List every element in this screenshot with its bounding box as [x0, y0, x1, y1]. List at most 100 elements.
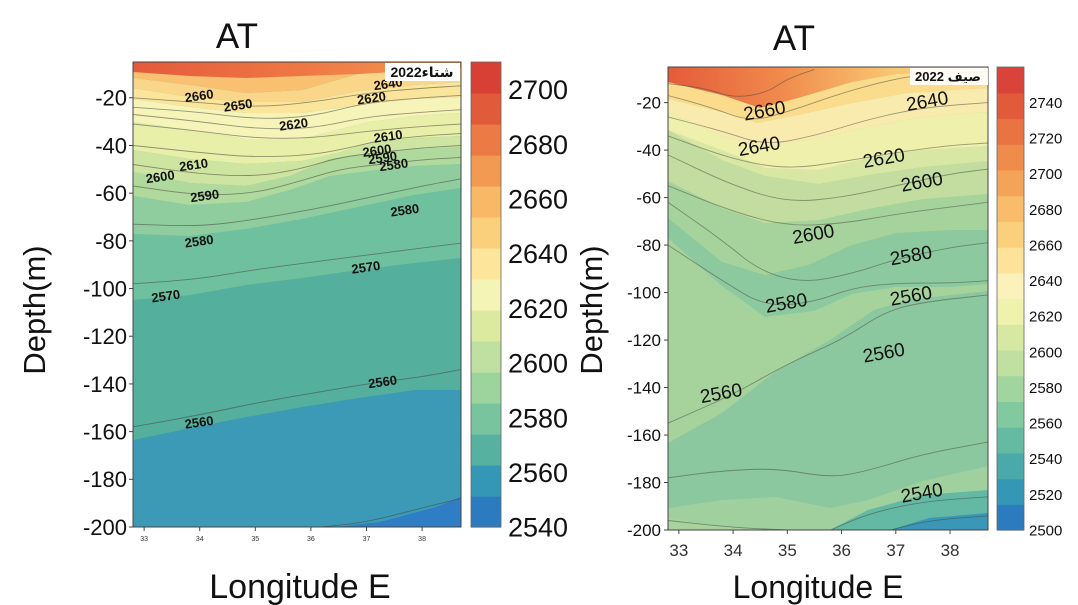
colorbar-segment — [471, 434, 501, 466]
colorbar-tick-label: 2620 — [1029, 309, 1062, 326]
contour-label: 2660 — [184, 86, 215, 105]
colorbar-segment — [471, 465, 501, 497]
contour-label: 2610 — [373, 127, 404, 146]
contour-label: 2610 — [178, 155, 209, 174]
contour-line-2640 — [132, 94, 462, 119]
y-tick-label: -200 — [627, 521, 661, 540]
x-tick-label: 35 — [778, 541, 797, 560]
colorbar-segment — [471, 403, 501, 435]
colorbar-segment — [471, 310, 501, 342]
colorbar-segment — [997, 221, 1024, 248]
colorbar-segment — [471, 496, 501, 528]
x-tick-label: 37 — [886, 541, 905, 560]
contour-line-2590 — [667, 185, 989, 226]
x-tick-label: 36 — [832, 541, 851, 560]
colorbar-segment — [997, 349, 1024, 377]
chart-right-y-ticks: -20 -40 -60 -80 -100 -120 -140 -160 -180 -200 — [627, 94, 668, 540]
chart-left-y-ticks: -20 -40 -60 -80 -100 -120 -140 -160 -180 -200 — [83, 86, 133, 540]
colorbar-segment — [471, 124, 501, 156]
contour-label: 2620 — [278, 115, 309, 134]
colorbar-tick-label: 2700 — [508, 75, 568, 105]
colorbar-tick-label: 2580 — [1029, 380, 1062, 397]
colorbar-tick-label: 2640 — [508, 239, 568, 269]
y-tick-label: -80 — [636, 236, 661, 255]
x-tick-label: 34 — [196, 536, 204, 543]
chart-left-band-2560 — [133, 258, 461, 440]
contour-line-2570 — [132, 242, 462, 285]
contour-label: 2580 — [378, 155, 409, 174]
colorbar-segment — [471, 186, 501, 218]
contour-line-2600 — [667, 154, 989, 201]
chart-left-contour-labels: 2660265026402620262026102600259025802610… — [145, 74, 420, 431]
chart-left-band-2630 — [133, 82, 461, 113]
colorbar-segment — [471, 248, 501, 280]
colorbar-segment — [997, 195, 1024, 222]
contour-line-2630 — [132, 109, 462, 130]
contour-label: 2560 — [367, 372, 398, 391]
colorbar-tick-label: 2540 — [508, 513, 568, 543]
colorbar-segment — [471, 62, 501, 94]
x-tick-label: 34 — [724, 541, 743, 560]
contour-line-2580 — [667, 201, 989, 281]
colorbar-segment — [997, 504, 1024, 531]
chart-right-contour-lines — [667, 68, 989, 531]
colorbar-tick-label: 2560 — [1029, 416, 1062, 433]
colorbar-segment — [997, 401, 1024, 428]
colorbar-tick-label: 2620 — [508, 294, 568, 324]
chart-right-colorbar-ticks: 2740 2720 2700 2680 2660 2640 2620 2600 2580 2560… — [1029, 95, 1062, 539]
contour-line-2580 — [132, 178, 462, 227]
contour-line-2660 — [667, 71, 989, 120]
contour-label: 2570 — [351, 258, 382, 277]
colorbar-tick-label: 2580 — [508, 403, 568, 433]
chart-left: AT 2660265026402620262026102600259025802… — [17, 17, 568, 605]
contour-label: 2590 — [367, 148, 398, 167]
chart-left-colorbar — [470, 61, 502, 528]
x-tick-label: 33 — [140, 536, 148, 543]
contour-line-2550 — [667, 441, 989, 479]
chart-left-band-2600 — [133, 136, 461, 186]
y-tick-label: -60 — [636, 189, 661, 208]
chart-right-band-2580-strip — [668, 518, 776, 530]
chart-left-band-2640 — [133, 65, 461, 102]
chart-right-x-ticks: 33 34 35 36 37 38 — [669, 530, 959, 560]
x-tick-label: 38 — [941, 541, 960, 560]
contour-label: 2560 — [184, 413, 215, 432]
y-tick-label: -100 — [627, 284, 661, 303]
chart-right-band-hot — [668, 67, 988, 108]
contour-label: 2580 — [184, 232, 215, 251]
colorbar-segment — [997, 118, 1024, 145]
y-tick-label: -200 — [83, 515, 127, 540]
y-tick-label: -180 — [83, 467, 127, 492]
chart-left-xlabel: Longitude E — [209, 568, 391, 605]
chart-left-band-2620 — [133, 97, 461, 139]
colorbar-segment — [997, 427, 1024, 454]
chart-right-title: AT — [773, 19, 815, 58]
chart-left-band-2580 — [133, 164, 461, 236]
chart-right-ylabel: Depth(m) — [574, 245, 609, 374]
chart-right-frame — [667, 66, 989, 531]
y-tick-label: -40 — [636, 141, 661, 160]
x-tick-label: 38 — [418, 536, 426, 543]
colorbar-tick-label: 2600 — [1029, 344, 1062, 361]
x-tick-label: 33 — [669, 541, 688, 560]
y-tick-label: -20 — [636, 94, 661, 113]
chart-left-band-2590 — [133, 147, 461, 205]
colorbar-tick-label: 2560 — [508, 458, 568, 488]
contour-label: 2590 — [189, 186, 220, 205]
y-tick-label: -160 — [83, 420, 127, 445]
contour-line-2640 — [667, 102, 989, 143]
contour-line-2570 — [667, 244, 989, 306]
contour-line-2610 — [132, 133, 462, 158]
colorbar-tick-label: 2520 — [1029, 487, 1062, 504]
colorbar-segment — [997, 144, 1024, 171]
x-tick-label: 36 — [307, 536, 315, 543]
colorbar-tick-label: 2600 — [508, 349, 568, 379]
colorbar-segment — [997, 324, 1024, 351]
chart-left-band-2610 — [133, 113, 461, 164]
colorbar-segment — [471, 279, 501, 311]
chart-right-band-2640 — [668, 88, 988, 147]
chart-left-x-ticks: 33 34 35 36 37 38 — [140, 527, 426, 543]
